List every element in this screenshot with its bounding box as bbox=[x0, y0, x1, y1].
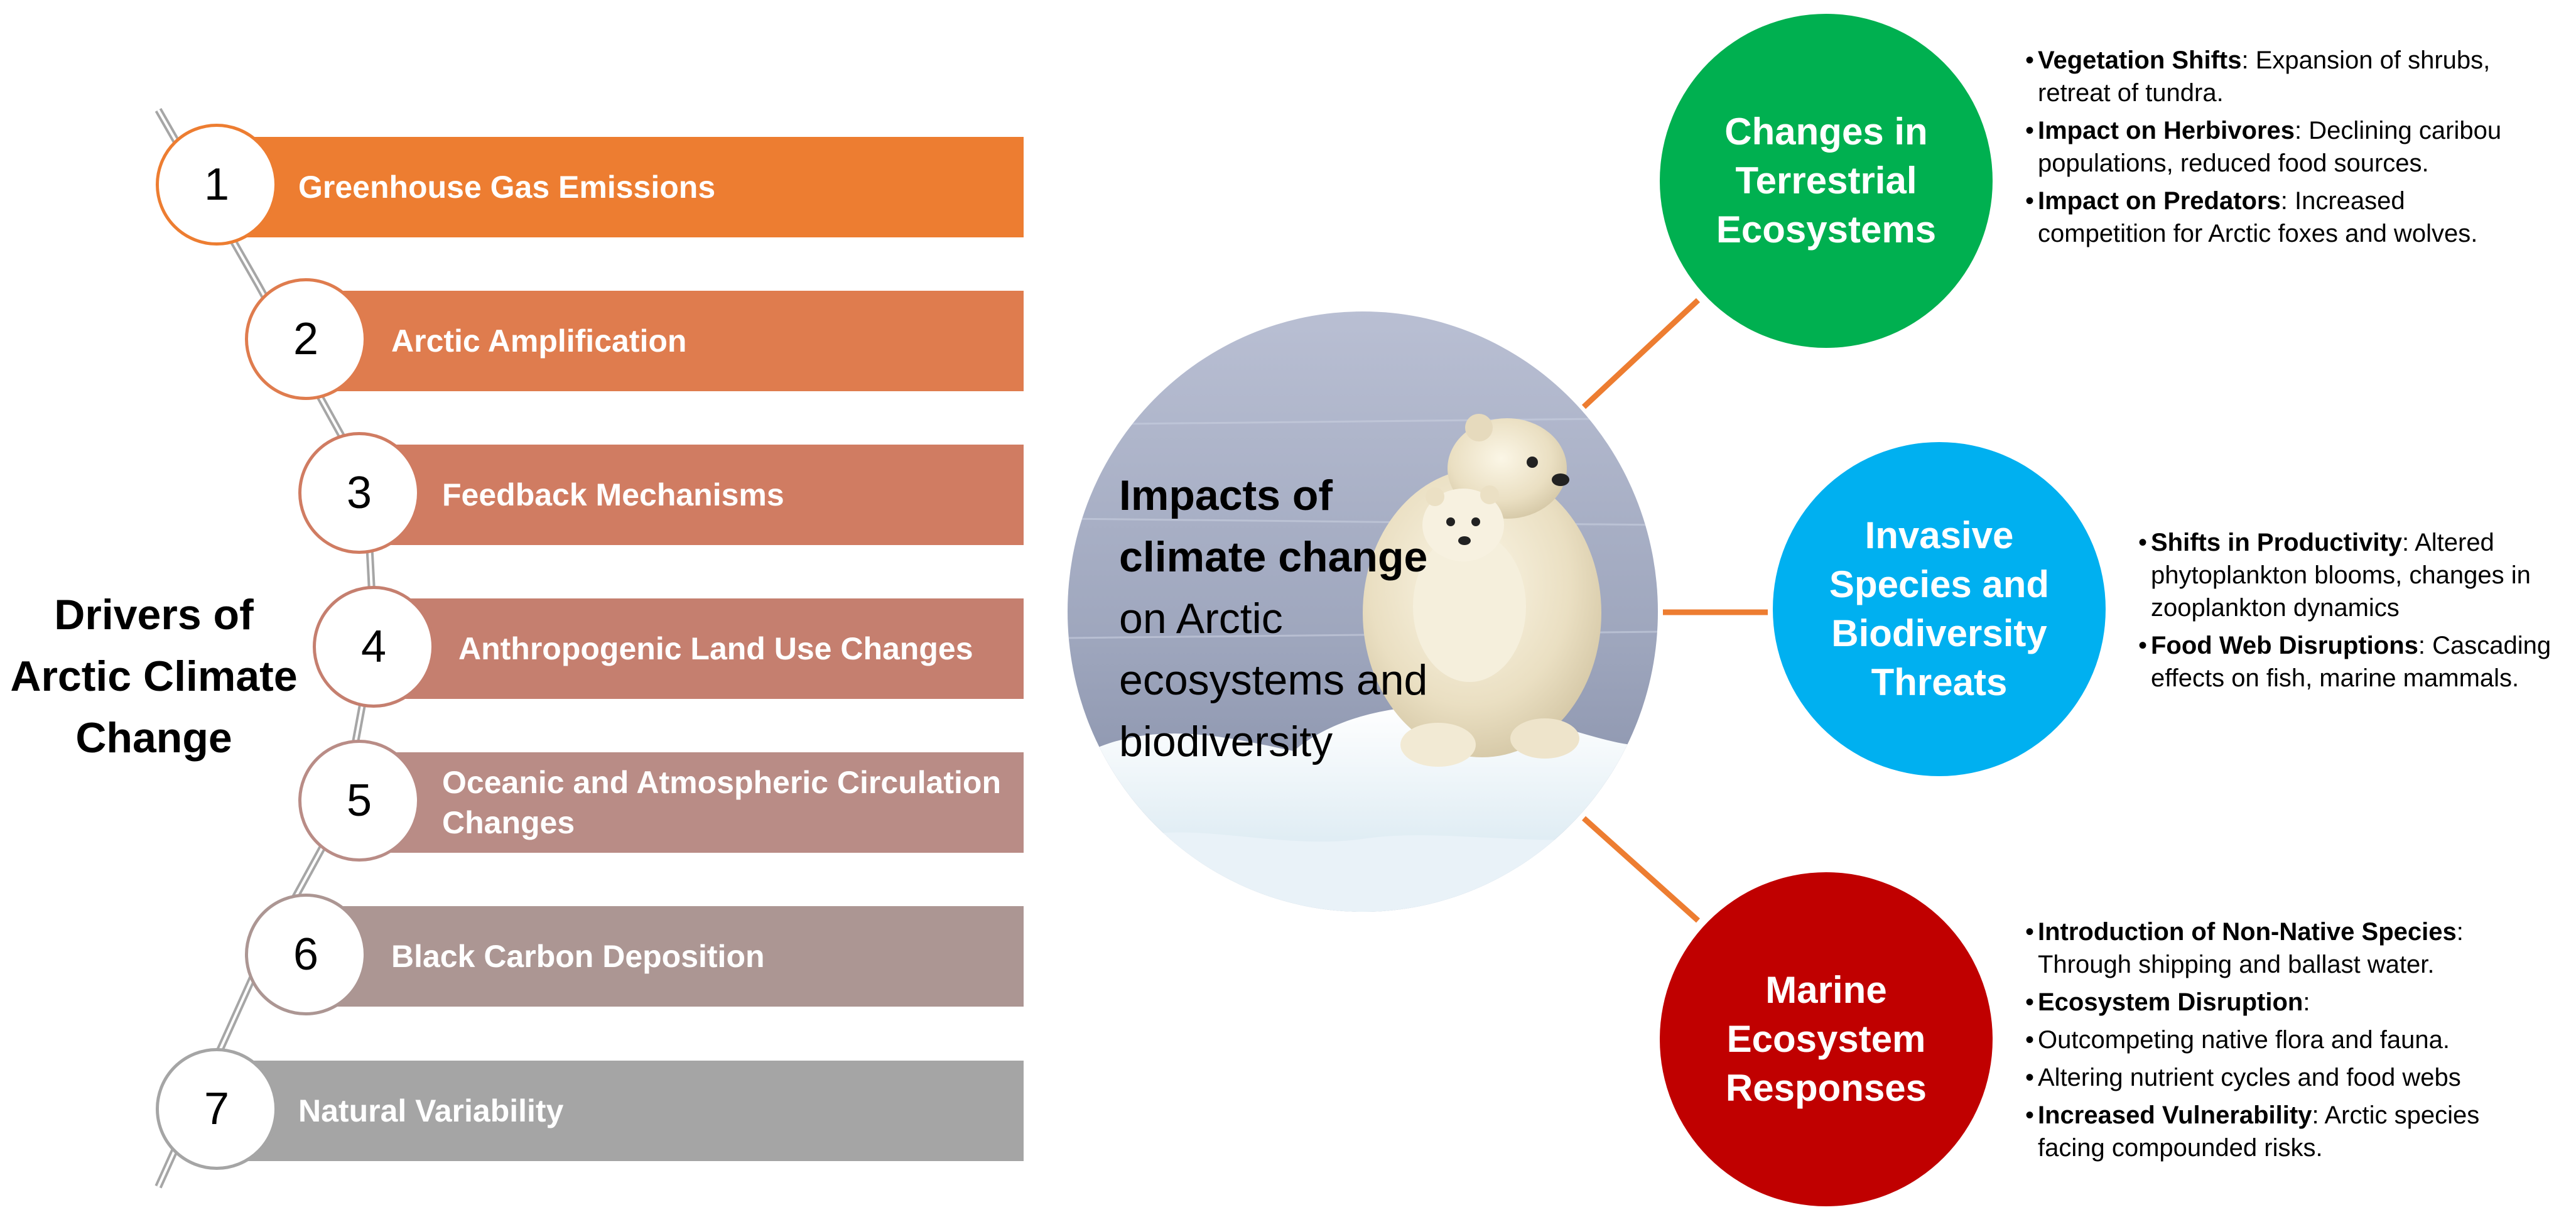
driver-bar-5: Oceanic and Atmospheric Circulation Chan… bbox=[358, 752, 1024, 853]
driver-number-4: 4 bbox=[313, 586, 435, 708]
invasive-bullets: Shifts in Productivity: Altered phytopla… bbox=[2138, 526, 2572, 700]
bullet-item: Increased Vulnerability: Arctic species … bbox=[2025, 1099, 2540, 1164]
driver-label-5: Oceanic and Atmospheric Circulation Chan… bbox=[442, 765, 1002, 840]
bullet-item: Food Web Disruptions: Cascading effects … bbox=[2138, 629, 2572, 695]
driver-number-7: 7 bbox=[156, 1048, 278, 1170]
invasive-species-circle: Invasive Species and Biodiversity Threat… bbox=[1773, 442, 2106, 776]
terrestrial-bullets: Vegetation Shifts: Expansion of shrubs, … bbox=[2025, 44, 2534, 255]
driver-bar-3: Feedback Mechanisms bbox=[358, 445, 1024, 545]
center-title: Impacts of climate change on Arctic ecos… bbox=[1119, 472, 1428, 765]
bullet-item: Introduction of Non-Native Species: Thro… bbox=[2025, 916, 2540, 981]
terrestrial-ecosystems-circle: Changes in Terrestrial Ecosystems bbox=[1660, 14, 1993, 348]
bullet-item: Outcompeting native flora and fauna. bbox=[2025, 1024, 2540, 1056]
driver-label-3: Feedback Mechanisms bbox=[442, 477, 784, 512]
bullet-item: Shifts in Productivity: Altered phytopla… bbox=[2138, 526, 2572, 624]
bullet-item: Altering nutrient cycles and food webs bbox=[2025, 1061, 2540, 1094]
driver-bar-4: Anthropogenic Land Use Changes bbox=[377, 598, 1024, 699]
bullet-item: Ecosystem Disruption: bbox=[2025, 986, 2540, 1019]
driver-number-5: 5 bbox=[298, 740, 420, 862]
impact-connectors bbox=[1581, 298, 1768, 923]
driver-number-2: 2 bbox=[245, 278, 367, 400]
polar-bears-on-ice-image bbox=[1068, 311, 1658, 912]
driver-label-6: Black Carbon Deposition bbox=[391, 939, 765, 974]
bullet-item: Impact on Herbivores: Declining caribou … bbox=[2025, 114, 2534, 180]
bullet-item: Impact on Predators: Increased competiti… bbox=[2025, 185, 2534, 250]
bullet-item: Vegetation Shifts: Expansion of shrubs, … bbox=[2025, 44, 2534, 109]
drivers-title: Drivers of Arctic Climate Change bbox=[10, 591, 298, 762]
driver-number-3: 3 bbox=[298, 432, 420, 554]
marine-ecosystem-circle: Marine Ecosystem Responses bbox=[1660, 872, 1993, 1206]
driver-label-2: Arctic Amplification bbox=[391, 323, 687, 359]
driver-bar-6: Black Carbon Deposition bbox=[308, 906, 1024, 1007]
driver-label-1: Greenhouse Gas Emissions bbox=[298, 170, 716, 205]
marine-bullets: Introduction of Non-Native Species: Thro… bbox=[2025, 916, 2540, 1169]
driver-number-1: 1 bbox=[156, 124, 278, 246]
driver-bar-2: Arctic Amplification bbox=[308, 291, 1024, 391]
driver-bar-7: Natural Variability bbox=[214, 1061, 1024, 1161]
driver-number-6: 6 bbox=[245, 894, 367, 1015]
driver-label-4: Anthropogenic Land Use Changes bbox=[458, 631, 973, 666]
driver-label-7: Natural Variability bbox=[298, 1093, 564, 1128]
driver-bar-1: Greenhouse Gas Emissions bbox=[214, 137, 1024, 237]
